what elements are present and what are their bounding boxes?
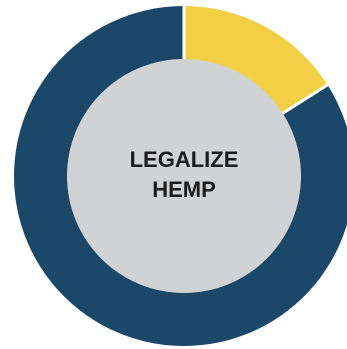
donut-center-disc [67, 59, 301, 293]
center-label-line-2: HEMP [152, 177, 216, 202]
center-label-line-1: LEGALIZE [130, 147, 239, 172]
